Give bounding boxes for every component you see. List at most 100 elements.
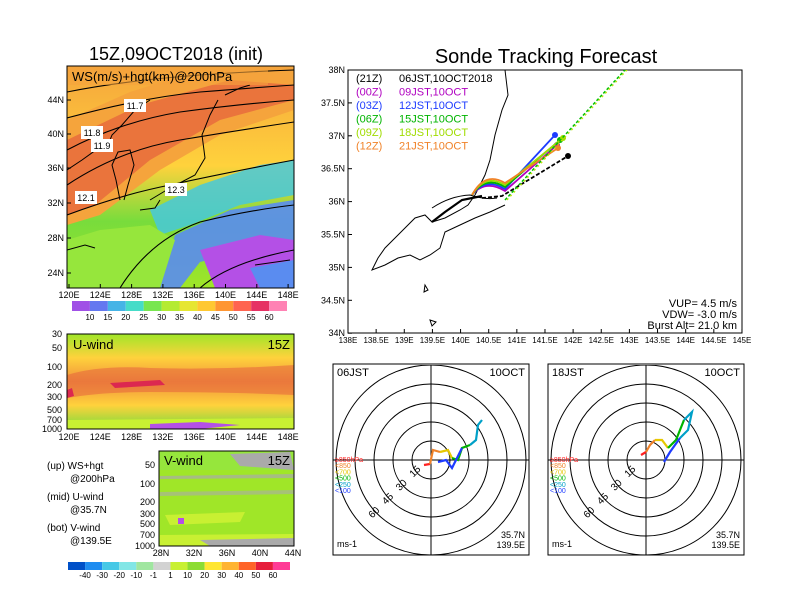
legend-line-b: @200hPa bbox=[70, 474, 115, 485]
ws-colorbar-swatch bbox=[179, 301, 198, 311]
hodograph-trace bbox=[645, 439, 656, 453]
hodograph-lat: 35.7N bbox=[501, 530, 525, 540]
forecast-lat-tick: 37.5N bbox=[321, 98, 345, 108]
ws-colorbar-label: 35 bbox=[175, 313, 184, 322]
forecast-lat-tick: 36N bbox=[328, 197, 345, 207]
run-utc-label: (06Z) bbox=[356, 114, 382, 126]
map-lat-tick: 44N bbox=[47, 95, 64, 105]
map-lon-tick: 140E bbox=[215, 290, 236, 300]
ws-colorbar-label: 15 bbox=[103, 313, 112, 322]
v-wind-p-tick: 700 bbox=[140, 530, 155, 540]
map-lon-tick: 148E bbox=[278, 290, 299, 300]
ws-colorbar-swatch bbox=[233, 301, 252, 311]
wind-colorbar-label: -20 bbox=[113, 571, 125, 580]
ws-colorbar-label: 40 bbox=[193, 313, 202, 322]
forecast-lon-tick: 140E bbox=[451, 336, 470, 345]
forecast-lon-tick: 142.5E bbox=[589, 336, 614, 345]
hgt-label: 11.9 bbox=[94, 141, 111, 151]
forecast-lon-tick: 140.5E bbox=[476, 336, 501, 345]
map-lon-tick: 144E bbox=[246, 290, 267, 300]
forecast-lon-tick: 139.5E bbox=[420, 336, 445, 345]
run-jst-label: 15JST,10OCT bbox=[399, 114, 468, 126]
v-wind-title: V-wind bbox=[164, 453, 203, 468]
hodograph-level-label: <850 bbox=[335, 463, 351, 470]
ws-colorbar-label: 55 bbox=[247, 313, 256, 322]
forecast-lon-tick: 139E bbox=[395, 336, 414, 345]
hodograph-date: 10OCT bbox=[705, 367, 741, 379]
ws-colorbar-swatch bbox=[269, 301, 287, 311]
forecast-lon-tick: 144.5E bbox=[701, 336, 726, 345]
burst-point bbox=[552, 132, 558, 138]
v-wind-p-tick: 300 bbox=[140, 509, 155, 519]
legend-line-a: (up) WS+hgt bbox=[47, 461, 104, 472]
hodograph-level-label: <250 bbox=[550, 482, 566, 489]
ws-colorbar-label: 60 bbox=[265, 313, 274, 322]
v-wind-p-tick: 100 bbox=[140, 479, 155, 489]
u-wind-lon-tick: 136E bbox=[184, 432, 205, 442]
hodograph-trace bbox=[437, 447, 463, 471]
u-wind-lon-tick: 144E bbox=[246, 432, 267, 442]
v-wind-lat-tick: 36N bbox=[219, 548, 236, 558]
hodograph-level-label: <500 bbox=[335, 476, 351, 483]
ws-colorbar-swatch bbox=[251, 301, 270, 311]
wind-colorbar-swatch bbox=[153, 562, 171, 570]
ws-map: 11.7 11.8 11.9 12.3 12.1 WS(m/s)+hgt(km)… bbox=[67, 66, 294, 288]
forecast-lon-tick: 141.5E bbox=[532, 336, 557, 345]
map-lat-tick: 24N bbox=[47, 268, 64, 278]
wind-colorbar-swatch bbox=[85, 562, 103, 570]
u-wind-lon-tick: 128E bbox=[121, 432, 142, 442]
ws-colorbar-label: 10 bbox=[85, 313, 94, 322]
hgt-label: 11.8 bbox=[84, 128, 101, 138]
forecast-lon-tick: 141E bbox=[507, 336, 526, 345]
v-wind-lat-tick: 40N bbox=[252, 548, 269, 558]
map-lon-tick: 128E bbox=[121, 290, 142, 300]
hodograph-trace bbox=[428, 448, 441, 465]
v-wind-p-tick: 1000 bbox=[135, 541, 155, 551]
coastline bbox=[370, 70, 509, 271]
hodograph-level-label: <250 bbox=[335, 482, 351, 489]
u-wind-lon-tick: 140E bbox=[215, 432, 236, 442]
sonde-track bbox=[471, 147, 559, 196]
ws-colorbar-label: 20 bbox=[121, 313, 130, 322]
wind-colorbar-label: -40 bbox=[79, 571, 91, 580]
forecast-lon-tick: 144E bbox=[676, 336, 695, 345]
hodograph-trace bbox=[439, 448, 453, 459]
wind-colorbar-label: -1 bbox=[150, 571, 158, 580]
u-wind-p-tick: 200 bbox=[47, 380, 62, 390]
ws-colorbar-swatch bbox=[125, 301, 144, 311]
wind-colorbar-label: 10 bbox=[183, 571, 192, 580]
u-wind-p-tick: 300 bbox=[47, 392, 62, 402]
burst-point bbox=[565, 153, 571, 159]
forecast-lat-tick: 38N bbox=[328, 65, 345, 75]
hodograph-trace bbox=[655, 438, 669, 449]
u-wind-lon-tick: 148E bbox=[278, 432, 299, 442]
wind-colorbar-label: 60 bbox=[268, 571, 277, 580]
legend-line-a: (mid) U-wind bbox=[47, 492, 104, 503]
wind-colorbar-swatch bbox=[136, 562, 154, 570]
wind-colorbar-swatch bbox=[68, 562, 86, 570]
sonde-track bbox=[481, 155, 569, 199]
v-wind-lat-tick: 44N bbox=[285, 548, 302, 558]
forecast-param: VUP= 4.5 m/s bbox=[669, 298, 738, 310]
ws-colorbar-swatch bbox=[89, 301, 108, 311]
u-wind-title: U-wind bbox=[73, 337, 113, 352]
hodograph-lon: 139.5E bbox=[711, 540, 740, 550]
forecast-lon-tick: 138E bbox=[339, 336, 358, 345]
ws-colorbar-swatch bbox=[107, 301, 126, 311]
v-wind-p-tick: 500 bbox=[140, 519, 155, 529]
u-wind-time: 15Z bbox=[268, 337, 290, 352]
u-wind-p-tick: 50 bbox=[52, 343, 62, 353]
hodograph-lat: 35.7N bbox=[716, 530, 740, 540]
wind-colorbar-swatch bbox=[119, 562, 137, 570]
wind-colorbar-swatch bbox=[187, 562, 205, 570]
hodograph-level-label: <700 bbox=[550, 469, 566, 476]
ws-colorbar-swatch bbox=[197, 301, 216, 311]
map-lat-tick: 32N bbox=[47, 198, 64, 208]
forecast-lat-tick: 34.5N bbox=[321, 295, 345, 305]
hodograph-unit: ms-1 bbox=[552, 539, 572, 549]
hodograph-level-label: ≥850hPa bbox=[550, 457, 578, 464]
ws-colorbar-swatch bbox=[161, 301, 180, 311]
u-wind-p-tick: 500 bbox=[47, 405, 62, 415]
forecast-lon-tick: 138.5E bbox=[363, 336, 388, 345]
